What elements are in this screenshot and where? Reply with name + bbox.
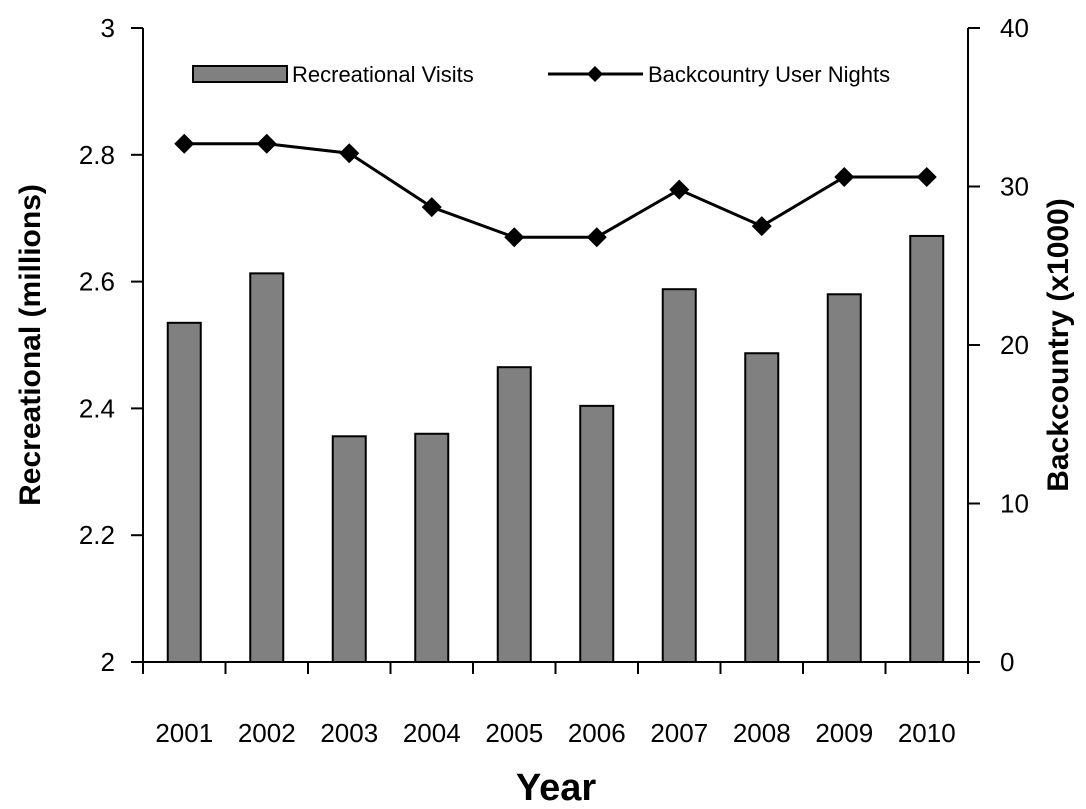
- line-point-2010: [916, 166, 937, 187]
- line-point-2001: [174, 133, 195, 154]
- bar-2009: [826, 293, 862, 663]
- bar-2003: [331, 435, 367, 663]
- legend-label-recreational: Recreational Visits: [292, 62, 474, 87]
- x-tick-label: 2009: [815, 718, 873, 748]
- bar-2005: [496, 366, 532, 663]
- line-point-2009: [834, 166, 855, 187]
- line-point-2003: [339, 143, 360, 164]
- bar-2010: [909, 234, 945, 663]
- line-point-2005: [504, 227, 525, 248]
- y2-tick-label: 10: [1000, 489, 1029, 519]
- legend-swatch-recreational: [192, 65, 288, 83]
- line-point-2006: [586, 227, 607, 248]
- y2-tick-label: 0: [1000, 647, 1014, 677]
- legend: Recreational Visits Backcountry User Nig…: [192, 62, 890, 87]
- x-tick-label: 2004: [403, 718, 461, 748]
- line-point-2008: [751, 216, 772, 237]
- x-tick-label: 2006: [568, 718, 626, 748]
- y-tick-label: 3: [101, 13, 115, 43]
- bars-layer: [166, 234, 945, 664]
- line-point-2002: [256, 133, 277, 154]
- bar-2002: [249, 272, 285, 663]
- x-tick-label: 2003: [320, 718, 378, 748]
- y-tick-label: 2.2: [79, 520, 115, 550]
- y2-tick-label: 20: [1000, 330, 1029, 360]
- bar-2006: [579, 404, 615, 663]
- y-tick-label: 2.6: [79, 267, 115, 297]
- y-tick-label: 2: [101, 647, 115, 677]
- x-tick-label: 2008: [733, 718, 791, 748]
- x-tick-label: 2007: [650, 718, 708, 748]
- y2-axis-title: Backcountry (x1000): [1042, 198, 1075, 491]
- bar-2007: [661, 288, 697, 663]
- backcountry-line: [184, 142, 927, 239]
- y-tick-label: 2.4: [79, 393, 115, 423]
- line-layer: [174, 133, 937, 248]
- y2-tick-label: 30: [1000, 172, 1029, 202]
- x-axis-title: Year: [516, 767, 597, 809]
- y2-tick-label: 40: [1000, 13, 1029, 43]
- bar-2004: [414, 432, 450, 664]
- bar-2008: [744, 352, 780, 663]
- y-tick-label: 2.8: [79, 140, 115, 170]
- y-axis-title: Recreational (millions): [14, 184, 47, 506]
- line-point-2007: [669, 179, 690, 200]
- line-point-2004: [421, 197, 442, 218]
- x-tick-label: 2002: [238, 718, 296, 748]
- legend-label-backcountry: Backcountry User Nights: [648, 62, 890, 87]
- x-tick-label: 2005: [485, 718, 543, 748]
- x-tick-label: 2010: [898, 718, 956, 748]
- bar-2001: [166, 321, 202, 663]
- x-tick-label: 2001: [155, 718, 213, 748]
- legend-marker-backcountry: [587, 66, 603, 82]
